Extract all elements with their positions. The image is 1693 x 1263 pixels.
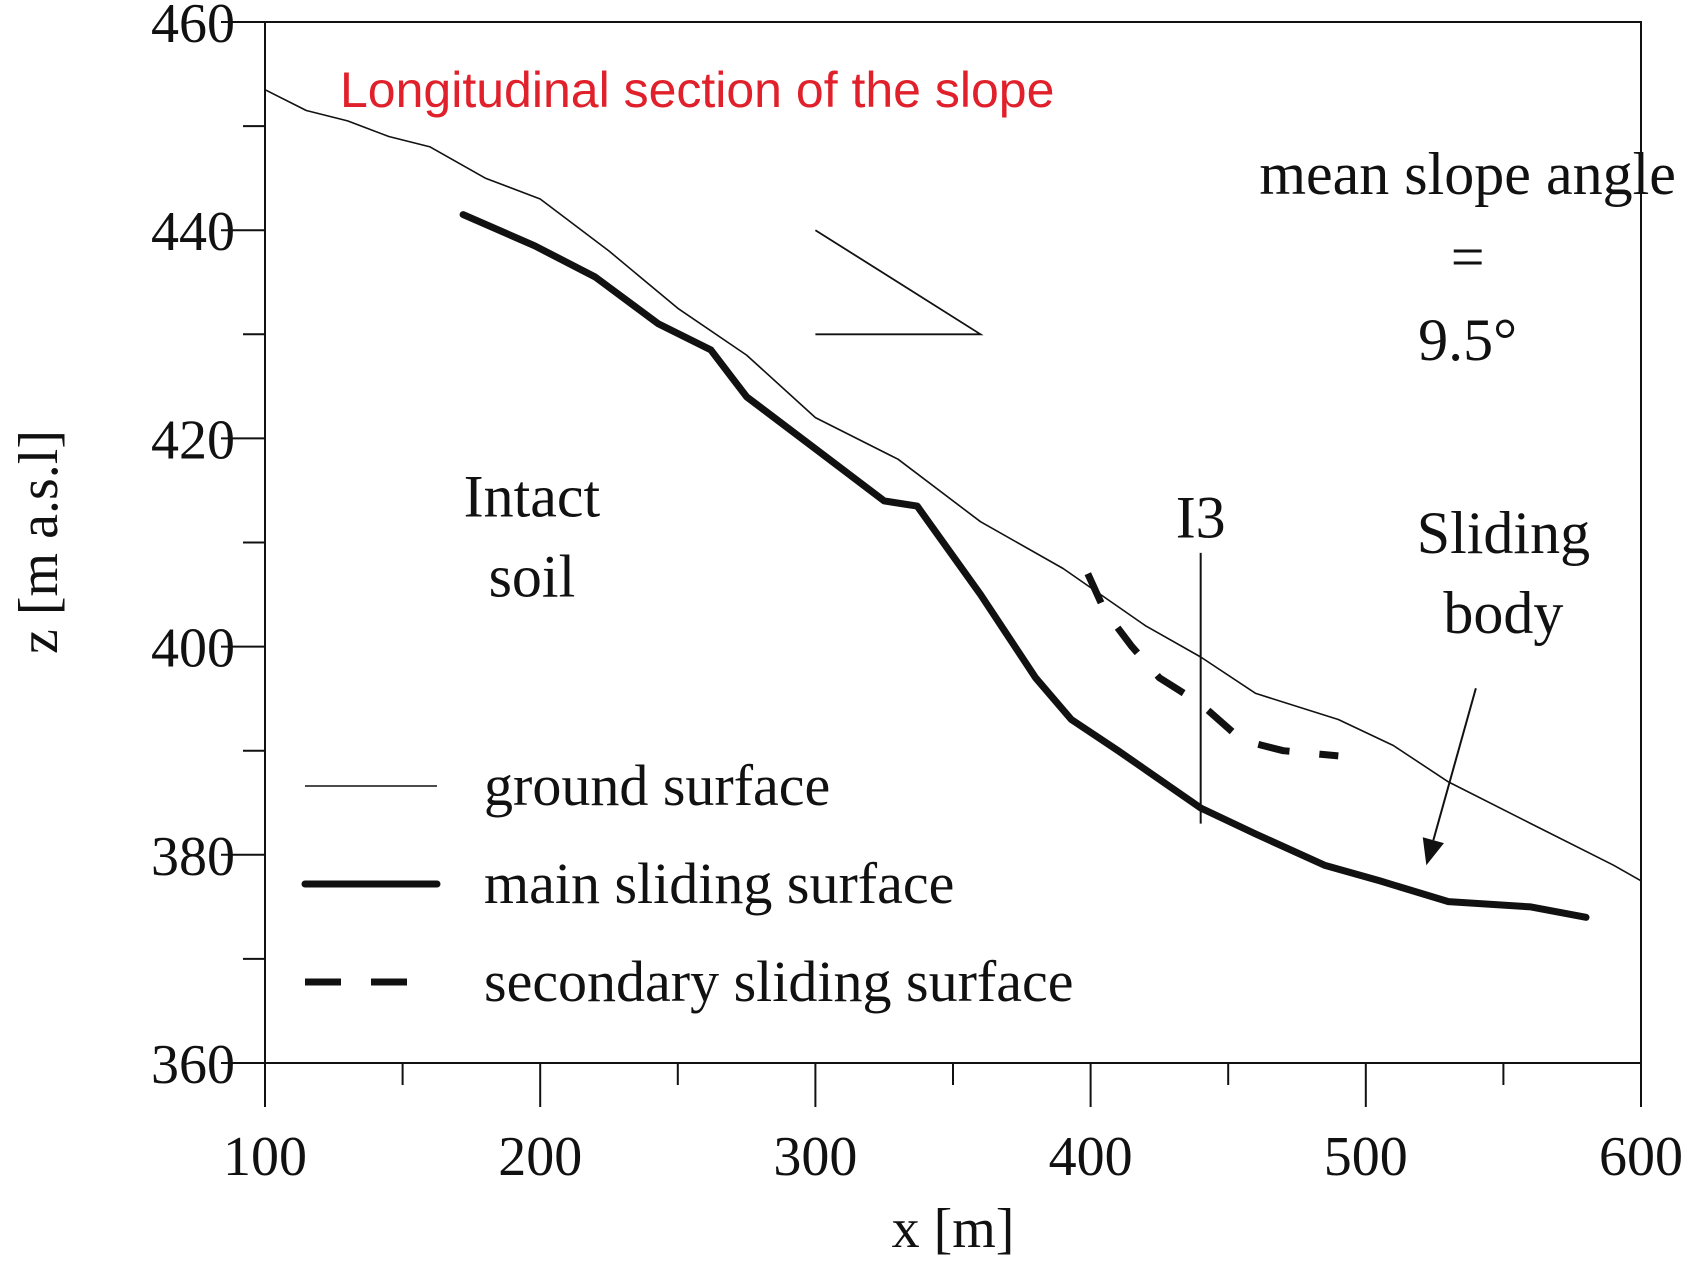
sliding-body-label-line: body [1443, 580, 1563, 646]
slope-angle-label-line: mean slope angle [1259, 141, 1676, 207]
i3-label: I3 [1176, 484, 1226, 550]
axis-ticks [221, 21, 1642, 1107]
x-axis-title: x [m] [892, 1198, 1015, 1260]
y-tick-label: 380 [151, 826, 235, 888]
annotation-layer: mean slope angle = 9.5° Intact soil Sliding bo… [464, 141, 1676, 866]
y-tick-label: 400 [151, 618, 235, 680]
x-tick-label: 400 [1049, 1126, 1133, 1188]
x-tick-label: 600 [1599, 1126, 1683, 1188]
legend-label-ground-surface: ground surface [484, 753, 830, 818]
sliding-body-label-line: Sliding [1417, 500, 1590, 566]
slope-angle-label: mean slope angle = 9.5° [1259, 141, 1676, 373]
i3-label-line: I3 [1176, 484, 1226, 550]
y-tick-label: 440 [151, 201, 235, 263]
series-secondary-sliding-surface [1084, 572, 1339, 760]
x-tick-label: 500 [1324, 1126, 1408, 1188]
y-axis-title: z [m a.s.l] [8, 430, 70, 654]
sliding-body-arrow-shaft [1432, 687, 1477, 841]
y-tick-label: 420 [151, 409, 235, 471]
y-tick-label: 460 [151, 0, 235, 55]
series-main-sliding-surface [459, 211, 1590, 921]
intact-soil-label: Intact soil [464, 463, 601, 609]
legend-label-secondary-sliding-surface: secondary sliding surface [484, 949, 1073, 1014]
series-layer [264, 88, 1642, 921]
slope-angle-label-line: = [1451, 224, 1485, 290]
sliding-body-label: Sliding body [1417, 500, 1590, 646]
sliding-body-arrow-head [1422, 837, 1444, 866]
slope-angle-label-line: 9.5° [1418, 307, 1517, 373]
intact-soil-label-line: soil [489, 543, 576, 609]
series-ground-surface [264, 88, 1642, 882]
intact-soil-label-line: Intact [464, 463, 601, 529]
legend-label-main-sliding-surface: main sliding surface [484, 851, 954, 916]
x-tick-label: 300 [773, 1126, 857, 1188]
y-tick-label: 360 [151, 1034, 235, 1096]
chart-title: Longitudinal section of the slope [340, 62, 1054, 118]
x-tick-label: 100 [223, 1126, 307, 1188]
legend: ground surface main sliding surface second… [301, 753, 1073, 1014]
x-tick-label: 200 [498, 1126, 582, 1188]
slope-angle-triangle [814, 229, 984, 336]
axis-tick-labels: 100 200 300 400 500 600 360 380 400 420 440 460 [151, 0, 1683, 1188]
